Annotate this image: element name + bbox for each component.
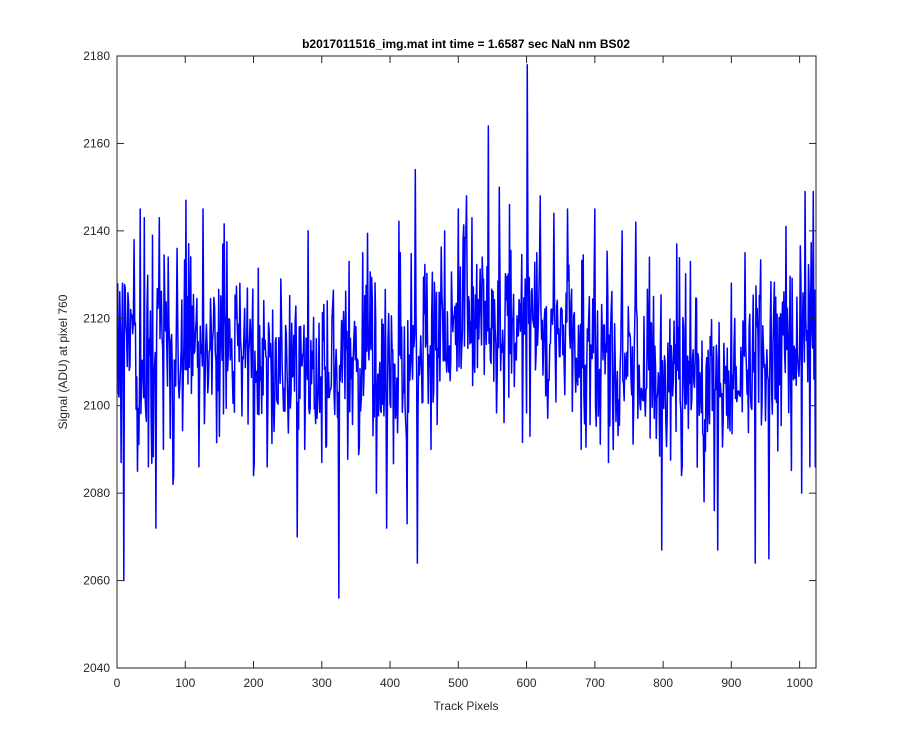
x-axis-label: Track Pixels [434,699,499,713]
x-tick-label: 100 [175,676,195,690]
x-tick-label: 0 [114,676,121,690]
plot-area [117,56,816,668]
y-tick-label: 2060 [83,574,110,588]
x-tick-label: 900 [721,676,741,690]
y-tick-label: 2100 [83,399,110,413]
y-tick-label: 2140 [83,224,110,238]
y-tick-label: 2120 [83,311,110,325]
axes-layer: 0 100 200 300 400 500 600 700 800 900 1000 2040 2060… [83,49,817,690]
signal-series-line [117,63,816,599]
x-tick-label: 700 [585,676,605,690]
axes-box [116,55,817,669]
x-tick-label: 300 [312,676,332,690]
x-tick-label: 200 [244,676,264,690]
y-tick-label: 2180 [83,49,110,63]
y-tick-label: 2080 [83,486,110,500]
x-tick-label: 800 [653,676,673,690]
y-tick-label: 2040 [83,661,110,675]
x-tick-label: 600 [517,676,537,690]
x-tick-label: 1000 [786,676,813,690]
y-axis-label: Signal (ADU) at pixel 760 [56,294,70,429]
chart-title: b2017011516_img.mat int time = 1.6587 se… [302,37,630,51]
series-layer [117,63,816,599]
x-tick-label: 400 [380,676,400,690]
x-tick-label: 500 [448,676,468,690]
y-tick-label: 2160 [83,136,110,150]
